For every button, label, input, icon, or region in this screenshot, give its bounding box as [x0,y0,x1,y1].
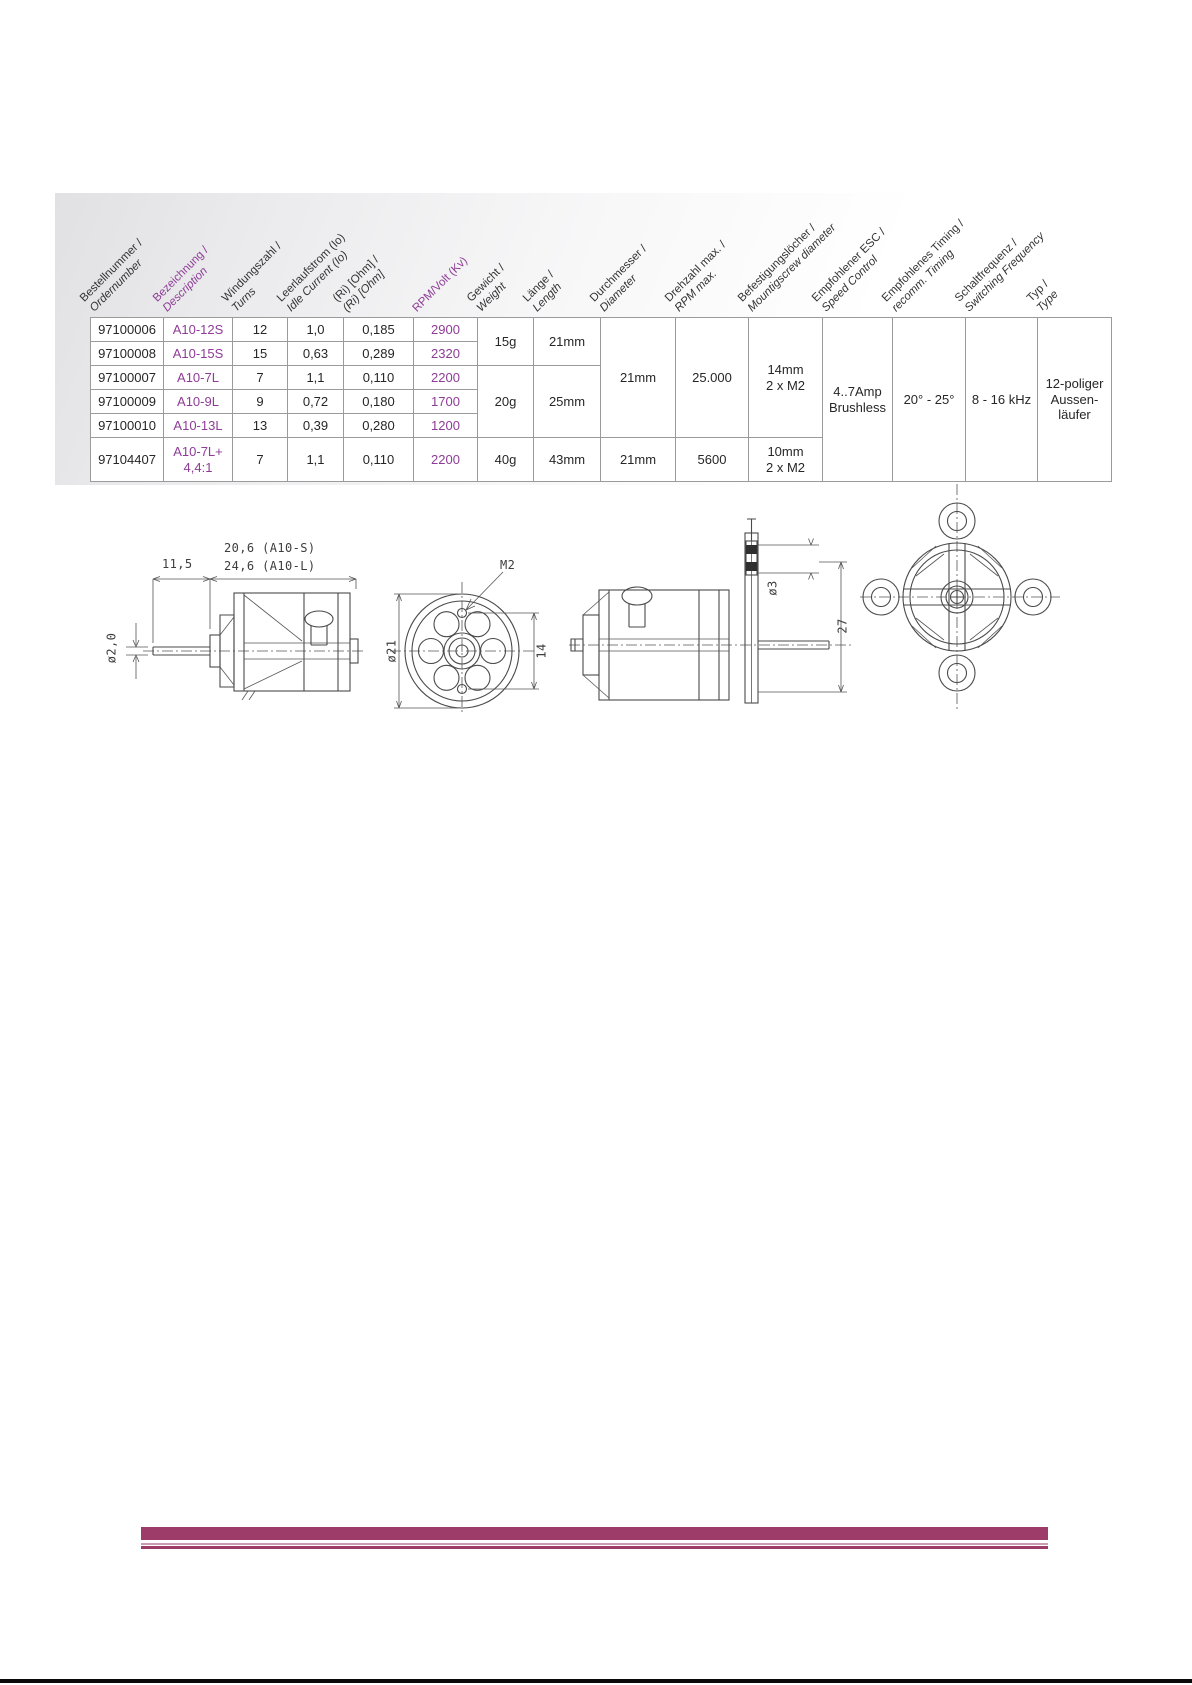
dim-mount-height: 27 [835,618,850,634]
cell-description: A10-7L [163,365,233,390]
dim-length-short: 20,6 (A10-S) [224,541,316,555]
col-header-diameter: Durchmesser / Diameter [587,243,649,314]
col-header-type: Typ / Type [1024,278,1060,314]
cell-esc: 4..7Amp Brushless [822,317,893,482]
cell-frequency: 8 - 16 kHz [965,317,1038,482]
cell-description: A10-9L [163,389,233,414]
cell-ri: 0,289 [343,341,414,366]
cell-rpm-max-main: 25.000 [675,317,749,438]
col-header-timing: Empfohlenes Timing / recomm. Timing [879,217,967,314]
cell-description: A10-12S [163,317,233,342]
cell-kv: 2200 [413,437,478,482]
cell-turns: 12 [232,317,288,342]
dim-gear-shaft-diameter: ø3 [765,580,780,596]
dim-screw-label: M2 [500,558,516,572]
dim-shaft-offset: 11,5 [162,557,193,571]
cell-idle-current: 1,1 [287,365,344,390]
cell-kv: 2200 [413,365,478,390]
cell-idle-current: 1,1 [287,437,344,482]
cell-kv: 1700 [413,389,478,414]
cell-kv: 2900 [413,317,478,342]
cell-ordernumber: 97100010 [90,413,164,438]
cell-turns: 7 [232,365,288,390]
col-header-ordernumber: Bestellnummer / Ordernumber [77,237,145,314]
dim-hole-spacing: 14 [534,643,549,659]
dim-outer-diameter: ø21 [384,639,399,663]
cell-turns: 15 [232,341,288,366]
page-bottom-border [0,1679,1192,1683]
footer-rule-light [141,1543,1048,1545]
table-row: 97100006 A10-12S 12 1,0 0,185 2900 15g 2… [90,317,1112,482]
cell-description: A10-15S [163,341,233,366]
footer-rule-thin [141,1545,1048,1549]
cell-idle-current: 0,39 [287,413,344,438]
cell-weight-l: 20g [477,365,534,438]
cell-diameter-main: 21mm [600,317,676,438]
cell-type: 12-poliger Aussen- läufer [1037,317,1112,482]
cell-weight-s: 15g [477,317,534,366]
cell-ri: 0,110 [343,437,414,482]
motor-spec-table: Bestellnummer / Ordernumber Bezeichnung /… [77,193,1112,482]
cell-turns: 7 [232,437,288,482]
cell-timing: 20° - 25° [892,317,966,482]
dim-length-long: 24,6 (A10-L) [224,559,316,573]
cell-idle-current: 1,0 [287,317,344,342]
table-row: 97100008 A10-15S 15 0,63 0,289 2320 [90,341,1112,366]
footer-rule-thick [141,1527,1048,1540]
motor-side-view-drawing: 20,6 (A10-S) 24,6 (A10-L) 11,5 ø2,0 [98,495,370,700]
cell-mount-main: 14mm 2 x M2 [748,317,823,438]
table-row: 97100009 A10-9L 9 0,72 0,180 1700 [90,389,1112,414]
col-header-ri-ohm: (Ri) [Ohm] / (Ri) [Ohm] [330,253,386,314]
cell-kv: 2320 [413,341,478,366]
cell-ri: 0,180 [343,389,414,414]
table-row: 97100010 A10-13L 13 0,39 0,280 1200 [90,413,1112,438]
cell-ordernumber: 97100009 [90,389,164,414]
cell-ordernumber: 97104407 [90,437,164,482]
col-header-frequency: Schaltfrequenz / Switching Frequency [952,229,1046,314]
motor-front-view-drawing: M2 ø21 14 [372,498,567,713]
motor-front-view-svg [390,571,539,712]
header-row: Bestellnummer / Ordernumber Bezeichnung /… [77,193,1112,318]
cell-idle-current: 0,72 [287,389,344,414]
cell-turns: 9 [232,389,288,414]
cell-description: A10-13L [163,413,233,438]
cell-ordernumber: 97100007 [90,365,164,390]
cell-ordernumber: 97100006 [90,317,164,342]
table-row: 97100007 A10-7L 7 1,1 0,110 2200 20g 25m… [90,365,1112,438]
gearmotor-side-view-svg [569,518,853,704]
cell-length-s: 21mm [533,317,601,366]
cell-length-l: 25mm [533,365,601,438]
cell-turns: 13 [232,413,288,438]
cell-kv: 1200 [413,413,478,438]
cell-ri: 0,280 [343,413,414,438]
cell-diameter-gear: 21mm [600,437,676,482]
cell-weight-gear: 40g [477,437,534,482]
mount-front-view-drawing [860,482,1060,714]
col-header-mount: Befestigungslöcher / Mountigscrew diamete… [735,221,838,314]
cell-idle-current: 0,63 [287,341,344,366]
cell-length-gear: 43mm [533,437,601,482]
dim-shaft-diameter: ø2,0 [104,632,119,664]
gearmotor-side-view-drawing: ø3 27 [567,495,857,710]
cell-ri: 0,110 [343,365,414,390]
motor-side-view-svg [126,576,364,700]
cell-ri: 0,185 [343,317,414,342]
table-row: 97104407 A10-7L+ 4,4:1 7 1,1 0,110 2200 … [90,437,1112,482]
cell-ordernumber: 97100008 [90,341,164,366]
cell-mount-gear: 10mm 2 x M2 [748,437,823,482]
mount-front-view-svg [860,484,1060,712]
col-header-rpm-max: Drehzahl max. / RPM max. [662,238,728,314]
cell-rpm-max-gear: 5600 [675,437,749,482]
cell-description: A10-7L+ 4,4:1 [163,437,233,482]
